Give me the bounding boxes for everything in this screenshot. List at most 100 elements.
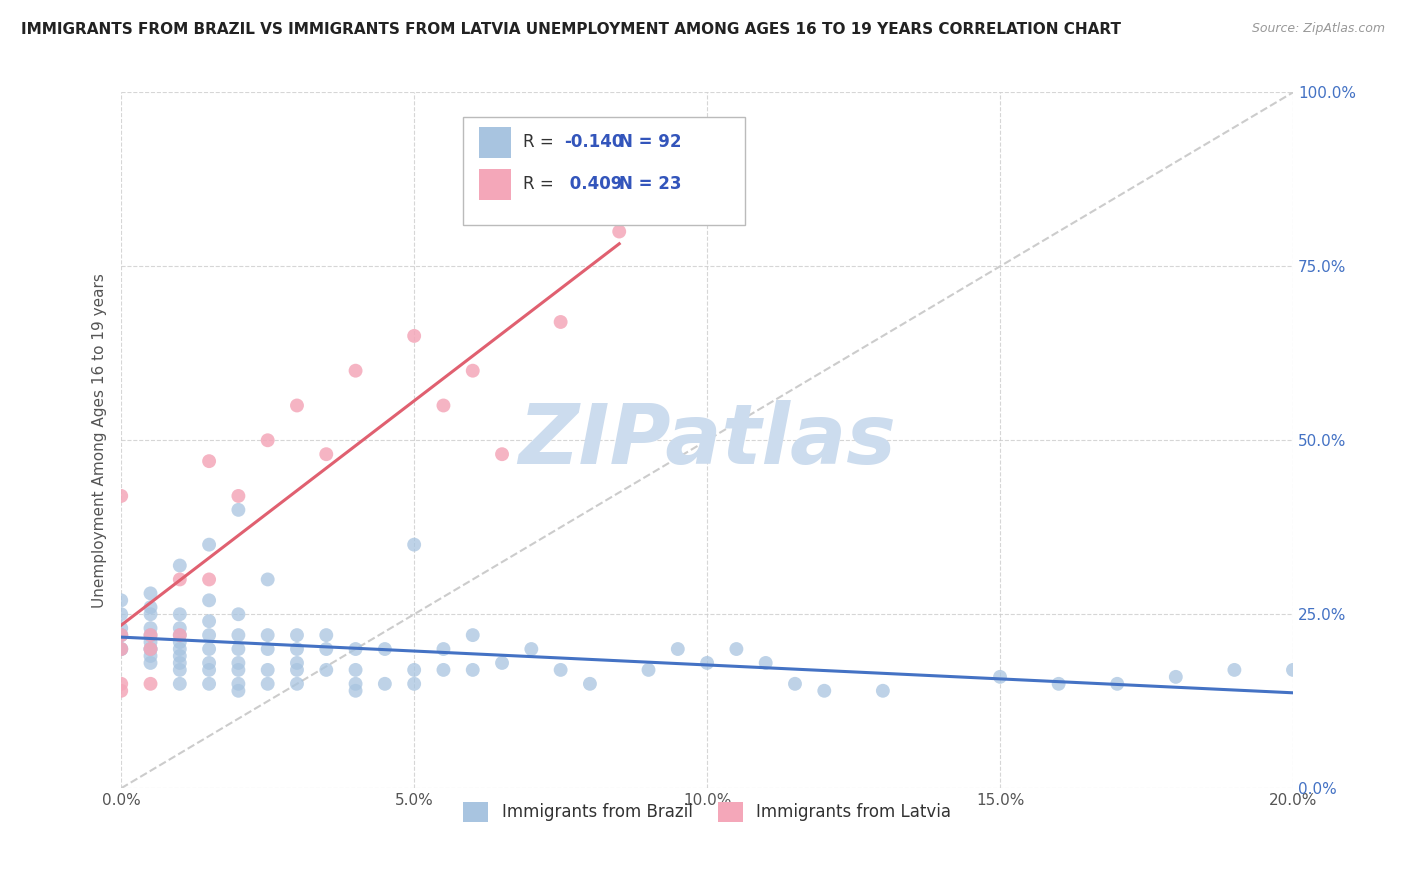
- Point: [198, 642, 221, 657]
- Point: [198, 677, 221, 691]
- Point: [783, 677, 806, 691]
- Point: [256, 677, 278, 691]
- Point: [198, 656, 221, 670]
- Point: [315, 663, 337, 677]
- Point: [256, 434, 278, 448]
- Point: [988, 670, 1011, 684]
- Point: [550, 663, 572, 677]
- Point: [1282, 663, 1305, 677]
- Point: [285, 642, 308, 657]
- Point: [607, 225, 630, 239]
- Point: [725, 642, 748, 657]
- Point: [344, 364, 367, 378]
- Point: [755, 656, 778, 670]
- Point: [169, 663, 191, 677]
- Point: [344, 663, 367, 677]
- Point: [461, 628, 484, 642]
- Point: [432, 663, 454, 677]
- Point: [139, 628, 162, 642]
- Point: [228, 489, 250, 503]
- Point: [1107, 677, 1129, 691]
- Point: [169, 635, 191, 649]
- Point: [110, 642, 132, 657]
- Point: [110, 621, 132, 635]
- Point: [198, 538, 221, 552]
- Point: [169, 628, 191, 642]
- Text: N = 23: N = 23: [619, 175, 682, 194]
- Point: [110, 642, 132, 657]
- Point: [813, 683, 835, 698]
- Text: -0.140: -0.140: [564, 134, 623, 152]
- Point: [228, 642, 250, 657]
- Point: [256, 628, 278, 642]
- Point: [696, 656, 718, 670]
- Point: [110, 628, 132, 642]
- Point: [110, 607, 132, 622]
- Text: R =: R =: [523, 175, 560, 194]
- Point: [550, 315, 572, 329]
- Point: [404, 677, 426, 691]
- Point: [374, 677, 396, 691]
- Point: [139, 635, 162, 649]
- Y-axis label: Unemployment Among Ages 16 to 19 years: Unemployment Among Ages 16 to 19 years: [93, 273, 107, 607]
- Point: [491, 656, 513, 670]
- Point: [228, 663, 250, 677]
- FancyBboxPatch shape: [478, 169, 512, 200]
- Point: [139, 628, 162, 642]
- Point: [228, 677, 250, 691]
- Point: [432, 399, 454, 413]
- Point: [110, 489, 132, 503]
- Point: [139, 642, 162, 657]
- Point: [344, 677, 367, 691]
- Point: [228, 628, 250, 642]
- Point: [169, 648, 191, 663]
- Point: [1047, 677, 1070, 691]
- Text: N = 92: N = 92: [619, 134, 682, 152]
- Point: [169, 628, 191, 642]
- Point: [110, 593, 132, 607]
- Text: IMMIGRANTS FROM BRAZIL VS IMMIGRANTS FROM LATVIA UNEMPLOYMENT AMONG AGES 16 TO 1: IMMIGRANTS FROM BRAZIL VS IMMIGRANTS FRO…: [21, 22, 1121, 37]
- Point: [139, 642, 162, 657]
- Point: [169, 607, 191, 622]
- Point: [139, 648, 162, 663]
- Point: [139, 621, 162, 635]
- Point: [139, 677, 162, 691]
- Point: [285, 663, 308, 677]
- Point: [169, 677, 191, 691]
- Point: [169, 573, 191, 587]
- Point: [228, 656, 250, 670]
- FancyBboxPatch shape: [478, 128, 512, 159]
- Legend: Immigrants from Brazil, Immigrants from Latvia: Immigrants from Brazil, Immigrants from …: [457, 795, 957, 829]
- Point: [315, 447, 337, 461]
- Point: [344, 683, 367, 698]
- Point: [110, 628, 132, 642]
- Point: [374, 642, 396, 657]
- Point: [1164, 670, 1187, 684]
- Point: [198, 663, 221, 677]
- Point: [285, 677, 308, 691]
- Point: [285, 656, 308, 670]
- Point: [198, 454, 221, 468]
- Point: [285, 628, 308, 642]
- Point: [404, 538, 426, 552]
- Point: [139, 600, 162, 615]
- Point: [256, 663, 278, 677]
- Point: [432, 642, 454, 657]
- Point: [198, 614, 221, 628]
- Point: [228, 607, 250, 622]
- Point: [198, 593, 221, 607]
- Point: [256, 573, 278, 587]
- Point: [872, 683, 894, 698]
- Point: [666, 642, 689, 657]
- Point: [461, 663, 484, 677]
- Point: [110, 683, 132, 698]
- Point: [110, 677, 132, 691]
- Text: 0.409: 0.409: [564, 175, 623, 194]
- Text: Source: ZipAtlas.com: Source: ZipAtlas.com: [1251, 22, 1385, 36]
- Point: [344, 642, 367, 657]
- Point: [169, 642, 191, 657]
- Point: [139, 586, 162, 600]
- Point: [198, 628, 221, 642]
- Point: [404, 329, 426, 343]
- Point: [228, 503, 250, 517]
